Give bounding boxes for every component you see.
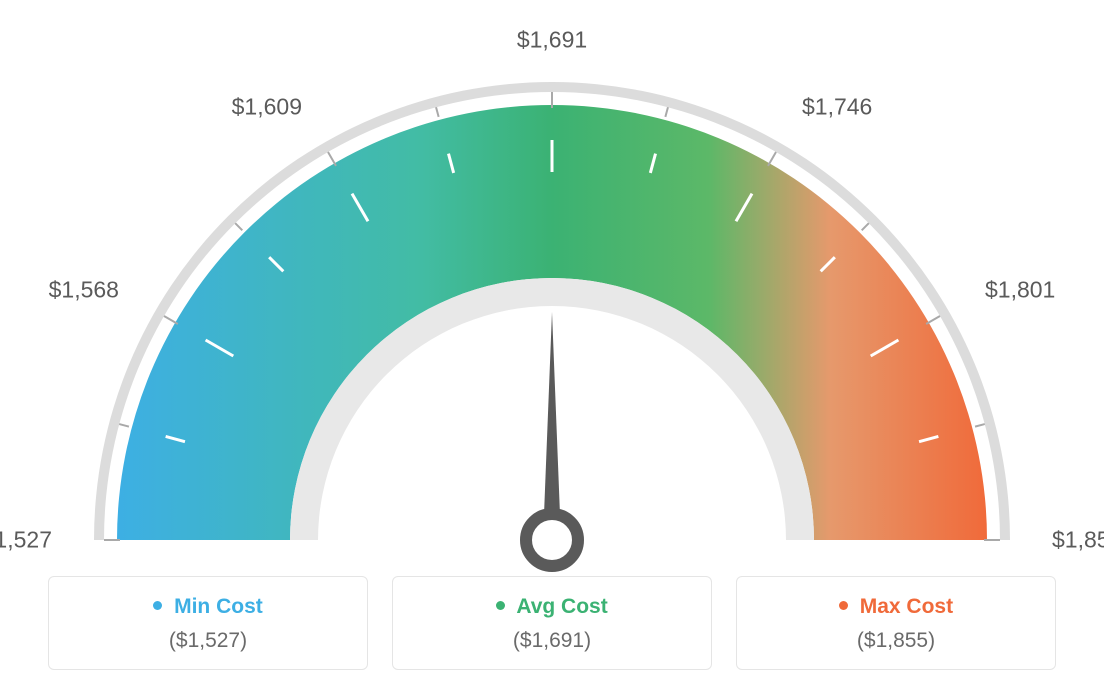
gauge-tick-label: $1,691 xyxy=(517,27,587,54)
legend-max-title: Max Cost xyxy=(747,595,1045,619)
legend-min-value: ($1,527) xyxy=(59,629,357,653)
legend-row: Min Cost ($1,527) Avg Cost ($1,691) Max … xyxy=(0,576,1104,670)
dot-icon xyxy=(153,601,162,610)
legend-avg-value: ($1,691) xyxy=(403,629,701,653)
gauge-tick-label: $1,801 xyxy=(985,277,1055,304)
dot-icon xyxy=(839,601,848,610)
gauge-tick-label: $1,855 xyxy=(1052,527,1104,554)
legend-avg-label: Avg Cost xyxy=(516,595,607,618)
legend-max-value: ($1,855) xyxy=(747,629,1045,653)
legend-max: Max Cost ($1,855) xyxy=(736,576,1056,670)
gauge-chart: $1,527 $1,568 $1,609 $1,691 $1,746 $1,801 $1,8… xyxy=(0,0,1104,560)
gauge-tick-label: $1,527 xyxy=(0,527,52,554)
legend-min-title: Min Cost xyxy=(59,595,357,619)
legend-avg: Avg Cost ($1,691) xyxy=(392,576,712,670)
legend-max-label: Max Cost xyxy=(860,595,953,618)
gauge-tick-label: $1,609 xyxy=(232,93,302,120)
legend-avg-title: Avg Cost xyxy=(403,595,701,619)
legend-min-label: Min Cost xyxy=(174,595,263,618)
gauge-tick-label: $1,746 xyxy=(802,93,872,120)
gauge-svg xyxy=(0,20,1104,580)
gauge-tick-label: $1,568 xyxy=(49,277,119,304)
legend-min: Min Cost ($1,527) xyxy=(48,576,368,670)
dot-icon xyxy=(496,601,505,610)
